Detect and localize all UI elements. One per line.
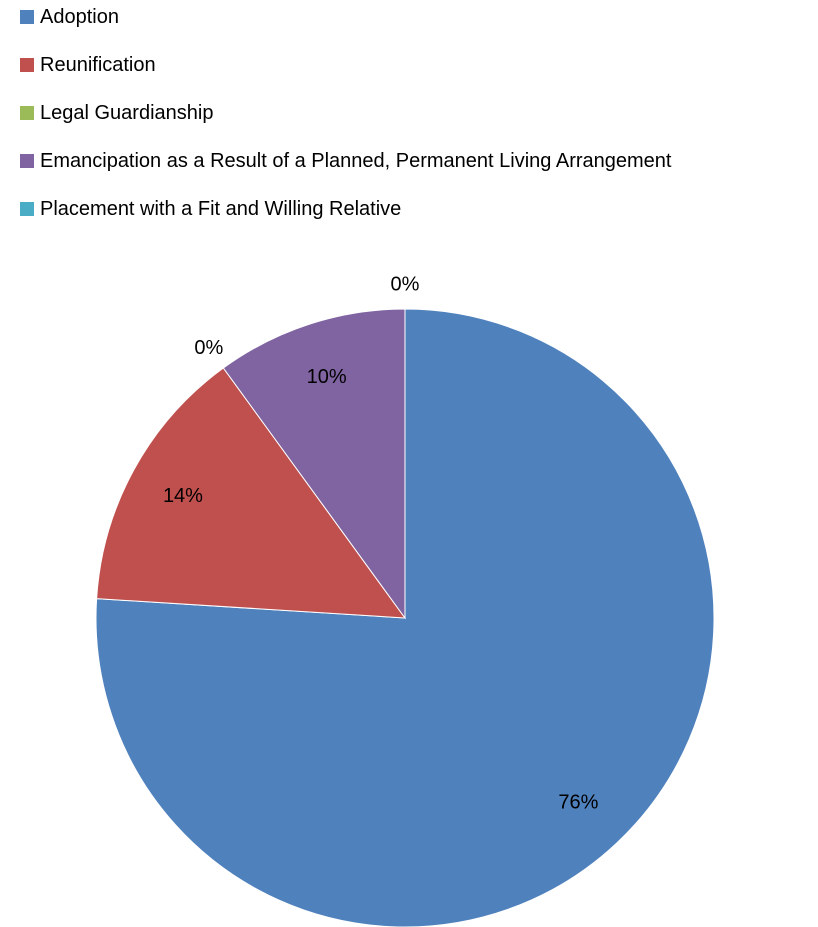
legend-item-placement-relative: Placement with a Fit and Willing Relativ… — [20, 196, 671, 222]
legend-swatch-emancipation — [20, 154, 34, 168]
legend-swatch-placement-relative — [20, 202, 34, 216]
pie-slices — [95, 308, 715, 927]
data-label-emancipation-as-a: 10% — [307, 366, 347, 388]
data-label-reunification: 14% — [163, 485, 203, 507]
legend-label-reunification: Reunification — [40, 54, 156, 76]
legend-swatch-adoption — [20, 10, 34, 24]
legend-item-adoption: Adoption — [20, 4, 671, 30]
legend-swatch-legal-guardianship — [20, 106, 34, 120]
legend-label-emancipation: Emancipation as a Result of a Planned, P… — [40, 150, 672, 172]
legend-label-legal-guardianship: Legal Guardianship — [40, 102, 214, 124]
data-label-legal-guardianship: 0% — [194, 337, 223, 359]
legend-label-adoption: Adoption — [40, 6, 119, 28]
legend-item-emancipation: Emancipation as a Result of a Planned, P… — [20, 148, 671, 174]
pie-data-labels: 76% 14% 0% 10% 0% — [163, 273, 599, 813]
legend-label-placement-relative: Placement with a Fit and Willing Relativ… — [40, 198, 402, 220]
pie-slice-emancipation-as-a — [222, 308, 406, 620]
pie-slice-reunification — [96, 367, 407, 619]
data-label-adoption: 76% — [558, 792, 598, 814]
legend-item-reunification: Reunification — [20, 52, 671, 78]
data-label-placement-with-a: 0% — [391, 273, 420, 295]
chart-legend: Adoption Reunification Legal Guardianshi… — [20, 4, 671, 222]
legend-item-legal-guardianship: Legal Guardianship — [20, 100, 671, 126]
legend-swatch-reunification — [20, 58, 34, 72]
